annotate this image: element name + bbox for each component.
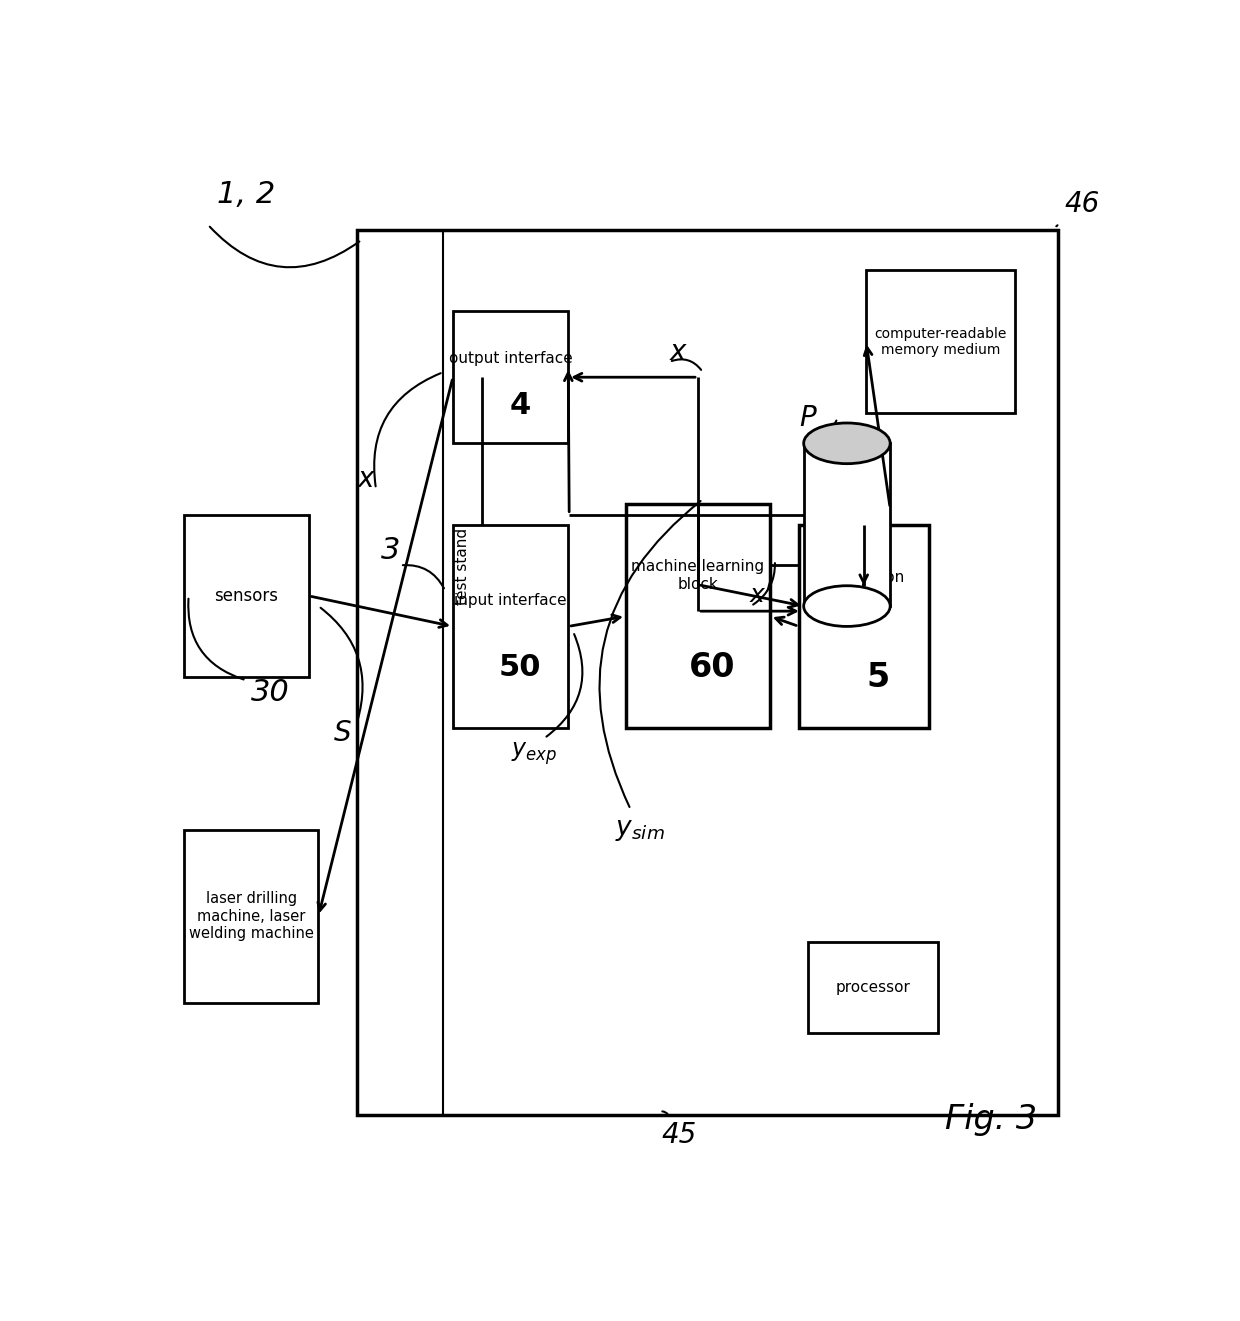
Text: computer-readable
memory medium: computer-readable memory medium: [874, 326, 1007, 357]
Text: $x'$: $x'$: [749, 584, 773, 608]
FancyBboxPatch shape: [357, 230, 1058, 1115]
Text: $x$: $x$: [357, 465, 376, 493]
Text: Fig. 3: Fig. 3: [945, 1103, 1037, 1136]
Text: 46: 46: [1065, 190, 1100, 218]
Text: machine learning
block: machine learning block: [631, 559, 765, 592]
Ellipse shape: [804, 585, 890, 626]
Text: 45: 45: [661, 1122, 697, 1149]
Text: sensors: sensors: [215, 587, 278, 605]
FancyBboxPatch shape: [804, 444, 890, 606]
FancyBboxPatch shape: [453, 524, 568, 728]
Ellipse shape: [804, 423, 890, 464]
Text: processor: processor: [836, 980, 911, 995]
Text: 50: 50: [498, 653, 542, 682]
Text: 4: 4: [510, 391, 531, 420]
Text: 60: 60: [689, 651, 735, 683]
Text: $y_{exp}$: $y_{exp}$: [511, 740, 558, 768]
Text: $x$: $x$: [670, 338, 688, 366]
FancyBboxPatch shape: [184, 830, 319, 1003]
Text: $P$: $P$: [799, 404, 818, 432]
Text: 3: 3: [381, 535, 401, 564]
Text: $y_{sim}$: $y_{sim}$: [615, 816, 665, 843]
FancyBboxPatch shape: [808, 942, 939, 1033]
Text: 1, 2: 1, 2: [217, 180, 275, 209]
Text: test stand: test stand: [455, 527, 470, 605]
Text: input interface: input interface: [454, 593, 567, 609]
FancyBboxPatch shape: [626, 505, 770, 728]
FancyBboxPatch shape: [453, 312, 568, 444]
Text: output interface: output interface: [449, 351, 573, 366]
FancyBboxPatch shape: [799, 524, 929, 728]
FancyBboxPatch shape: [184, 514, 309, 678]
Text: $S$: $S$: [334, 719, 352, 748]
FancyBboxPatch shape: [866, 271, 1016, 412]
Text: laser drilling
machine, laser
welding machine: laser drilling machine, laser welding ma…: [188, 892, 314, 941]
Text: 30: 30: [250, 678, 290, 707]
Text: estimation
model: estimation model: [823, 569, 904, 602]
Text: 5: 5: [867, 660, 890, 694]
